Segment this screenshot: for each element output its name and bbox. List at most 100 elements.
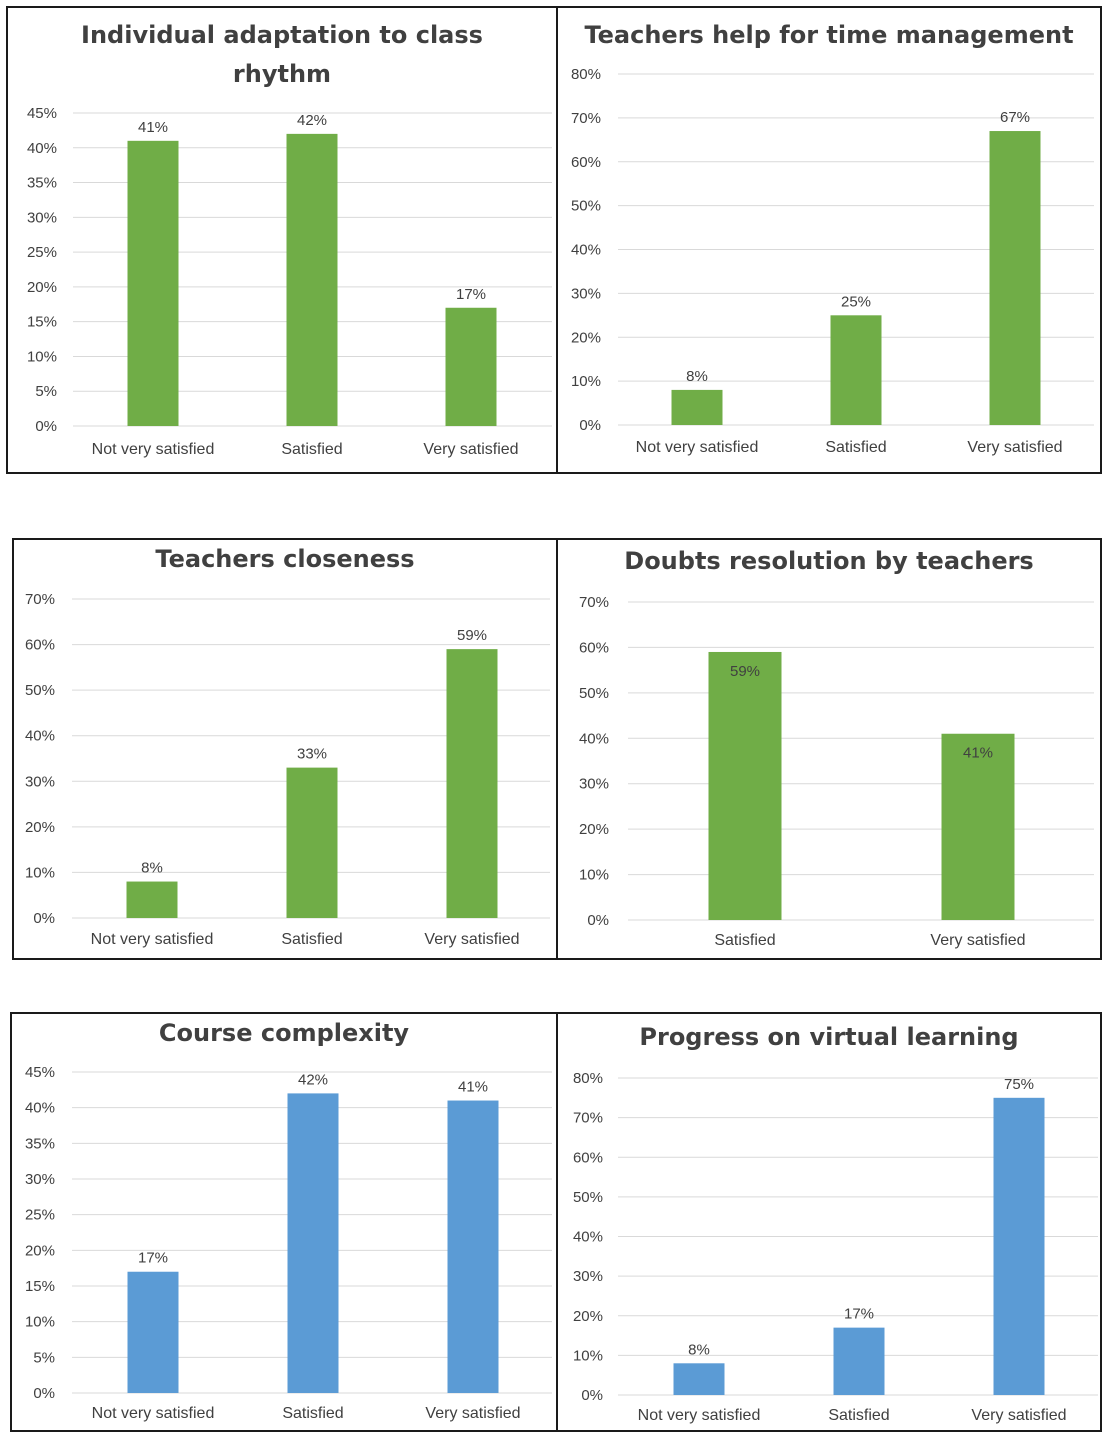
chart-title: Doubts resolution by teachers xyxy=(558,542,1100,581)
chart-title: Course complexity xyxy=(12,1014,556,1053)
data-label: 8% xyxy=(141,860,163,877)
x-category-label: Not very satisfied xyxy=(636,439,759,456)
y-tick-label: 70% xyxy=(579,594,609,611)
x-category-label: Very satisfied xyxy=(930,932,1025,949)
y-tick-label: 30% xyxy=(573,1268,603,1285)
data-label: 17% xyxy=(456,286,486,303)
data-label: 8% xyxy=(688,1341,710,1358)
bar xyxy=(989,131,1041,425)
bar xyxy=(830,315,882,425)
y-tick-label: 70% xyxy=(25,591,55,608)
data-label: 59% xyxy=(457,627,487,644)
y-tick-label: 20% xyxy=(579,821,609,838)
data-label: 41% xyxy=(138,119,168,136)
y-tick-label: 30% xyxy=(27,209,57,226)
x-category-label: Very satisfied xyxy=(424,931,519,948)
y-tick-label: 30% xyxy=(25,773,55,790)
y-tick-label: 60% xyxy=(579,639,609,656)
bar xyxy=(671,389,723,425)
bar xyxy=(286,767,338,918)
chart-plot: 0% 10% 20% 30% 40% 50% 60% 70% 8% Not very satisf… xyxy=(25,591,550,948)
data-label: 75% xyxy=(1004,1076,1034,1093)
chart-title-line: Teachers help for time management xyxy=(584,21,1074,49)
chart-plot: 0% 10% 20% 30% 40% 50% 60% 70% 80% 8% Not very sat… xyxy=(573,1070,1098,1424)
y-tick-label: 10% xyxy=(579,867,609,884)
x-category-label: Satisfied xyxy=(825,439,886,456)
bar xyxy=(708,651,782,920)
y-tick-label: 25% xyxy=(25,1207,55,1224)
x-category-label: Satisfied xyxy=(281,931,342,948)
chart-title: Individual adaptation to class rhythm xyxy=(8,16,556,94)
y-tick-label: 50% xyxy=(25,682,55,699)
y-tick-label: 10% xyxy=(571,373,601,390)
y-tick-label: 0% xyxy=(33,1385,55,1402)
y-tick-label: 0% xyxy=(587,912,609,929)
y-tick-label: 60% xyxy=(25,637,55,654)
chart-plot: 0% 5% 10% 15% 20% 25% 30% 35% 40% 45% 41% Not very … xyxy=(27,105,552,458)
y-tick-label: 35% xyxy=(27,175,57,192)
chart-title-line: Individual adaptation to class xyxy=(81,21,483,49)
data-label: 42% xyxy=(297,112,327,129)
bar xyxy=(127,1271,179,1393)
y-tick-label: 40% xyxy=(27,140,57,157)
y-tick-label: 10% xyxy=(25,1314,55,1331)
y-tick-label: 60% xyxy=(571,154,601,171)
y-tick-label: 5% xyxy=(35,383,57,400)
chart-panel-time-management: Teachers help for time management 0% 10% 2… xyxy=(556,6,1102,474)
data-label: 67% xyxy=(1000,109,1030,126)
bar xyxy=(446,649,498,918)
y-tick-label: 50% xyxy=(579,685,609,702)
chart-plot: 0% 10% 20% 30% 40% 50% 60% 70% 59% Satisfied 41% Ve… xyxy=(579,594,1094,949)
bar xyxy=(127,140,179,427)
y-tick-label: 30% xyxy=(579,776,609,793)
chart-panel-teachers-closeness: Teachers closeness 0% 10% 20% 30% 40% 50% 60% 7… xyxy=(12,538,558,960)
y-tick-label: 40% xyxy=(573,1229,603,1246)
chart-title-line: rhythm xyxy=(232,60,332,88)
data-label: 17% xyxy=(138,1250,168,1267)
y-tick-label: 80% xyxy=(573,1070,603,1087)
x-category-label: Not very satisfied xyxy=(92,1405,215,1422)
y-tick-label: 20% xyxy=(573,1308,603,1325)
chart-title: Teachers help for time management xyxy=(558,16,1100,55)
y-tick-label: 10% xyxy=(27,348,57,365)
y-tick-label: 30% xyxy=(571,285,601,302)
y-tick-label: 40% xyxy=(571,242,601,259)
data-label: 41% xyxy=(458,1079,488,1096)
x-category-label: Very satisfied xyxy=(971,1407,1066,1424)
chart-panel-individual-adaptation: Individual adaptation to class rhythm 0%… xyxy=(6,6,558,474)
y-tick-label: 45% xyxy=(25,1064,55,1081)
y-tick-label: 0% xyxy=(581,1387,603,1404)
y-tick-label: 15% xyxy=(25,1278,55,1295)
y-tick-label: 20% xyxy=(571,329,601,346)
bar xyxy=(833,1327,885,1395)
x-category-label: Satisfied xyxy=(282,1405,343,1422)
chart-title-line: Course complexity xyxy=(158,1019,410,1047)
y-tick-label: 70% xyxy=(571,110,601,127)
bar xyxy=(445,307,497,426)
y-tick-label: 60% xyxy=(573,1149,603,1166)
chart-title-line: Progress on virtual learning xyxy=(639,1023,1019,1051)
data-label: 42% xyxy=(298,1071,328,1088)
x-category-label: Very satisfied xyxy=(967,439,1062,456)
chart-title-line: Teachers closeness xyxy=(155,545,415,573)
y-tick-label: 10% xyxy=(25,864,55,881)
x-category-label: Very satisfied xyxy=(423,441,518,458)
chart-plot: 0% 10% 20% 30% 40% 50% 60% 70% 80% 8% Not very sat… xyxy=(571,66,1094,456)
bar xyxy=(673,1363,725,1395)
data-label: 59% xyxy=(730,663,760,680)
y-tick-label: 70% xyxy=(573,1110,603,1127)
y-tick-label: 30% xyxy=(25,1171,55,1188)
bar xyxy=(126,881,178,918)
x-category-label: Satisfied xyxy=(281,441,342,458)
y-tick-label: 40% xyxy=(25,728,55,745)
y-tick-label: 50% xyxy=(571,198,601,215)
y-tick-label: 40% xyxy=(579,730,609,747)
chart-title: Teachers closeness xyxy=(14,540,556,579)
y-tick-label: 45% xyxy=(27,105,57,122)
data-label: 33% xyxy=(297,746,327,763)
chart-plot: 0% 5% 10% 15% 20% 25% 30% 35% 40% 45% 17% Not very … xyxy=(25,1064,552,1422)
chart-panel-doubts-resolution: Doubts resolution by teachers 0% 10% 20% 30… xyxy=(556,538,1102,960)
y-tick-label: 0% xyxy=(33,910,55,927)
x-category-label: Not very satisfied xyxy=(91,931,214,948)
y-tick-label: 20% xyxy=(25,1242,55,1259)
